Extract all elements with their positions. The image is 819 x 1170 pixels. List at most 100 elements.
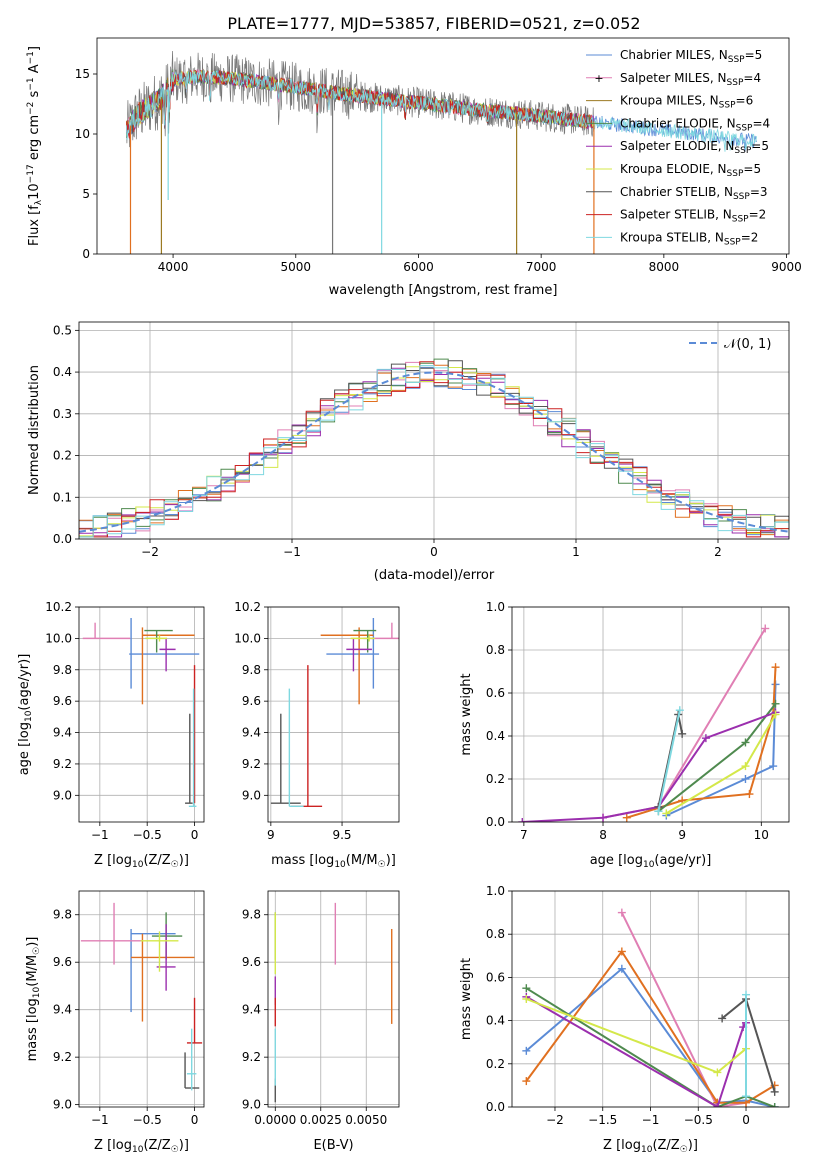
plot-area (518, 624, 780, 822)
legend-label: 𝒩(0, 1) (724, 337, 771, 352)
label-span: SSP (734, 146, 751, 156)
label-span: Chabrier MILES, N (620, 48, 728, 62)
label-span: 10 (132, 1145, 144, 1155)
plot-area (80, 902, 203, 1091)
weight-series (657, 709, 681, 812)
y-tick-label: 0.2 (53, 449, 72, 463)
axes-frame (267, 606, 400, 823)
y-tick-label: 0 (82, 247, 90, 261)
label-span: 10 (24, 710, 34, 722)
label-span: 10 (643, 860, 655, 870)
x-tick-label: 9 (267, 828, 275, 842)
x-tick-label: 1 (572, 545, 580, 559)
error-point (320, 627, 374, 705)
x-tick-label: 0.0025 (300, 1113, 342, 1127)
y-tick-label: 0.0 (53, 532, 72, 546)
y-tick-label: 9.4 (53, 1003, 72, 1017)
error-point (82, 622, 131, 640)
error-point (290, 665, 323, 808)
label-span: λ (34, 199, 44, 205)
y-tick-label: 0.0 (486, 815, 505, 829)
weight-series (620, 912, 747, 1107)
weight-series (525, 987, 776, 1107)
y-tick-label: 9.0 (242, 1098, 261, 1112)
legend-label: Salpeter STELIB, NSSP=2 (620, 208, 766, 225)
y-tick-label: 5 (82, 187, 90, 201)
label-span: (age/yr)] (654, 853, 711, 868)
label-span: Flux [f (27, 205, 42, 246)
label-span: Salpeter ELODIE, N (620, 139, 734, 153)
y-tick-label: 9.8 (53, 663, 72, 677)
y-tick-label: 0.2 (486, 772, 505, 786)
x-axis-label: mass [log10(M/M☉)] (271, 853, 396, 870)
x-tick-label: 2 (714, 545, 722, 559)
label-span: ☉ (680, 1145, 688, 1155)
plot-area (270, 617, 399, 808)
x-tick-label: −1 (91, 1113, 109, 1127)
label-span: 10 (32, 986, 42, 998)
histogram-series (79, 365, 789, 539)
label-span: ☉ (171, 1145, 179, 1155)
y-tick-label: 9.6 (242, 694, 261, 708)
x-tick-label: 0.0000 (254, 1113, 296, 1127)
label-span: −1 (26, 77, 36, 90)
y-tick-label: 9.2 (53, 1050, 72, 1064)
x-tick-label: −1 (91, 828, 109, 842)
label-span: SSP (727, 78, 744, 88)
error-point (145, 635, 168, 642)
label-span: ] (27, 46, 42, 51)
label-span: mass [log (25, 998, 40, 1061)
error-point (130, 928, 176, 1013)
plot-area (82, 617, 200, 808)
x-axis-label: age [log10(age/yr)] (590, 853, 712, 870)
label-span: A (27, 64, 42, 77)
label-span: SSP (736, 123, 753, 133)
legend-label: Salpeter ELODIE, NSSP=5 (620, 139, 769, 156)
x-tick-label: 8000 (649, 260, 680, 274)
axes-frame (96, 37, 790, 255)
label-span: (age/yr)] (17, 654, 32, 711)
y-tick-label: 1.0 (486, 600, 505, 614)
y-tick-label: 9.6 (53, 955, 72, 969)
y-tick-label: 9.0 (53, 788, 72, 802)
label-span: Kroupa STELIB, N (620, 230, 724, 244)
axes-frame (267, 890, 400, 1108)
label-span: =3 (750, 185, 768, 199)
y-tick-label: 9.6 (53, 694, 72, 708)
legend-marker: + (594, 72, 603, 85)
model-spectrum (126, 69, 757, 152)
x-axis-label: Z [log10(Z/Z☉)] (94, 1138, 189, 1155)
error-point (80, 902, 143, 965)
y-tick-label: 0.5 (53, 323, 72, 337)
label-span: 10 (27, 183, 42, 200)
weight-series (525, 995, 747, 1107)
y-tick-label: 0.6 (486, 686, 505, 700)
y-tick-label: 0.0 (486, 1100, 505, 1114)
label-span: ☉ (171, 860, 179, 870)
label-span: age [log (590, 853, 643, 868)
label-span: SSP (719, 101, 736, 111)
y-axis-label: mass weight (459, 673, 474, 755)
error-point (186, 997, 203, 1044)
x-tick-label: 7000 (526, 260, 557, 274)
x-tick-label: 0 (191, 1113, 199, 1127)
label-span: )] (688, 1138, 698, 1153)
weight-series (602, 627, 767, 819)
y-axis-label: Flux [fλ10−17 erg cm−2 s−1 A−1] (26, 46, 44, 246)
label-span: =5 (743, 162, 761, 176)
error-point (144, 629, 173, 653)
label-span: 10 (334, 860, 346, 870)
x-axis-label: wavelength [Angstrom, rest frame] (329, 283, 558, 298)
axes-frame (78, 890, 205, 1108)
label-span: mass [log (271, 853, 334, 868)
label-span: Kroupa ELODIE, N (620, 162, 727, 176)
label-span: SSP (732, 215, 749, 225)
y-tick-label: 0.4 (53, 365, 72, 379)
y-axis-label: mass [log10(M/M☉)] (25, 937, 42, 1062)
plot-area (126, 50, 757, 254)
label-span: −17 (26, 164, 36, 183)
panel-residuals: −2 −1 0 1 2 0.0 0.1 0.2 0.3 0.4 0.5 𝒩(0, 1) (data-mo… (27, 321, 790, 583)
y-axis-label: mass weight (459, 958, 474, 1040)
y-tick-label: 9.8 (53, 908, 72, 922)
